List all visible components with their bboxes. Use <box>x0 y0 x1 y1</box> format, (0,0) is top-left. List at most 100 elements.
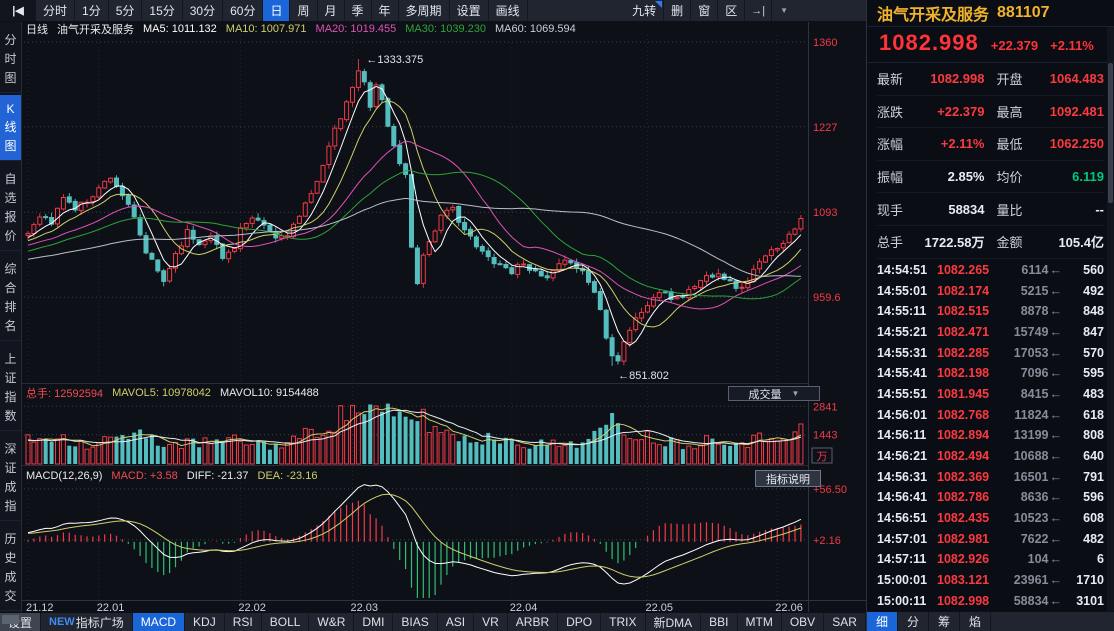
detail-tab[interactable]: 焰 <box>960 612 991 631</box>
indicator-tab[interactable]: MTM <box>738 613 782 631</box>
scrollbar[interactable] <box>1107 27 1114 611</box>
chart-area: 1360 1227 1093 959.6 2841 1443 万 +56.50 +2.16 ←13… <box>22 22 866 612</box>
svg-text:←1333.375: ←1333.375 <box>366 54 423 66</box>
indicator-tab[interactable]: SAR <box>824 613 866 631</box>
period-button[interactable]: 多周期 <box>399 0 450 21</box>
detail-tabs: 细分筹焰 <box>867 611 1114 631</box>
svg-text:959.6: 959.6 <box>813 292 841 304</box>
detail-tab[interactable]: 细 <box>867 612 898 631</box>
trade-count: 6 <box>1097 552 1104 567</box>
sidebar-item[interactable]: 分时图 <box>0 24 21 93</box>
indicator-tab[interactable]: 新DMA <box>646 613 702 631</box>
trade-list[interactable]: 14:54:51 1082.265 6114 ← 560 14:55:01 1082.174… <box>867 259 1114 611</box>
header-item: MA60: 1069.594 <box>495 22 576 35</box>
sidebar-item[interactable]: 综合排名 <box>0 253 21 341</box>
left-arrow-icon: ← <box>1049 262 1063 277</box>
indicator-tab[interactable]: W&R <box>309 613 355 631</box>
quote-row: 现手 58834 量比 -- <box>877 193 1104 226</box>
trade-price: 1082.981 <box>937 531 990 546</box>
indicator-tab[interactable]: KDJ <box>185 613 225 631</box>
trade-row: 14:54:51 1082.265 6114 ← 560 <box>877 260 1104 281</box>
left-arrow-icon: ← <box>1049 283 1063 298</box>
tool-button[interactable]: 窗 <box>691 0 719 21</box>
header-item: MAVOL10: 9154488 <box>219 386 319 399</box>
toolbar-dropdown-icon[interactable]: ▼ <box>780 6 788 15</box>
indicator-tab[interactable]: BBI <box>701 613 738 631</box>
period-button[interactable]: 画线 <box>489 0 528 21</box>
trade-time: 15:00:01 <box>877 572 928 587</box>
tool-button[interactable]: 区 <box>718 0 746 21</box>
trade-volume: 11824 <box>1014 407 1049 422</box>
scrollbar-thumb[interactable] <box>1108 63 1113 203</box>
trade-price: 1082.471 <box>937 324 990 339</box>
indicator-tab[interactable]: ARBR <box>508 613 559 631</box>
period-button[interactable]: 15分 <box>142 0 183 21</box>
trade-volume: 15749 <box>1013 324 1049 339</box>
trade-time: 14:56:01 <box>877 407 928 422</box>
indicator-tab[interactable]: BIAS <box>393 613 438 631</box>
period-button[interactable]: 周 <box>290 0 318 21</box>
trade-row: 14:56:01 1082.768 11824 ← 618 <box>877 404 1104 425</box>
tool-button[interactable]: 删 <box>664 0 692 21</box>
trade-row: 15:00:11 1082.998 58834 ← 3101 <box>877 590 1104 611</box>
period-button[interactable]: 季 <box>345 0 372 21</box>
legend-symbol-name: 油气开采及服务 <box>57 23 134 36</box>
trade-row: 14:56:11 1082.894 13199 ← 808 <box>877 425 1104 446</box>
period-button[interactable]: 设置 <box>450 0 489 21</box>
tool-button[interactable]: 九转 <box>625 0 665 21</box>
detail-tab[interactable]: 分 <box>898 612 929 631</box>
trade-volume: 8415 <box>1020 386 1049 401</box>
quote-label: 现手 <box>877 202 904 218</box>
trade-row: 14:56:41 1082.786 8636 ← 596 <box>877 487 1104 508</box>
quote-label: 最低 <box>996 137 1023 153</box>
svg-text:21.12: 21.12 <box>26 602 54 612</box>
collapse-left-icon[interactable]: |◀ <box>0 0 36 21</box>
period-button[interactable]: 日 <box>263 0 291 21</box>
trade-time: 14:57:01 <box>877 531 928 546</box>
svg-text:+2.16: +2.16 <box>813 535 841 547</box>
indicator-tab[interactable]: OBV <box>782 613 825 631</box>
kline-chart[interactable]: 1360 1227 1093 959.6 2841 1443 万 +56.50 +2.16 ←13… <box>22 22 866 612</box>
indicator-tab[interactable]: TRIX <box>601 613 646 631</box>
indicator-tab[interactable]: NEW 指标广场 <box>41 613 133 631</box>
period-button[interactable]: 5分 <box>109 0 143 21</box>
period-button[interactable]: 30分 <box>183 0 224 21</box>
trade-count: 483 <box>1083 386 1104 401</box>
period-button[interactable]: 1分 <box>75 0 109 21</box>
trade-time: 14:56:11 <box>877 428 927 443</box>
period-button[interactable]: 月 <box>318 0 345 21</box>
trade-row: 14:55:11 1082.515 8878 ← 848 <box>877 301 1104 322</box>
trade-row: 14:55:21 1082.471 15749 ← 847 <box>877 322 1104 343</box>
sidebar-item[interactable]: 深证成指 <box>0 433 21 521</box>
period-button[interactable]: 60分 <box>223 0 264 21</box>
left-arrow-icon: ← <box>1049 510 1063 525</box>
toolbar-spacer <box>528 0 626 21</box>
trade-price: 1082.435 <box>937 510 990 525</box>
trade-time: 14:55:41 <box>877 366 928 381</box>
indicator-tab[interactable]: BOLL <box>262 613 310 631</box>
indicator-tab[interactable]: ASI <box>438 613 475 631</box>
indicator-tab[interactable]: DPO <box>558 613 602 631</box>
indicator-tab[interactable]: VR <box>474 613 508 631</box>
jump-to-latest-icon[interactable]: →| <box>745 0 773 21</box>
quote-grid: 最新 1082.998 开盘 1064.483 涨跌 +22.379 最高 1092.481 涨… <box>867 63 1114 259</box>
indicator-help-button[interactable]: 指标说明 <box>755 470 821 487</box>
indicator-tab[interactable]: DMI <box>354 613 394 631</box>
sidebar-item[interactable]: 上证指数 <box>0 343 21 431</box>
quote-value: 1092.481 <box>1049 103 1104 119</box>
indicator-tab[interactable]: MACD <box>132 613 186 631</box>
trade-volume: 13199 <box>1013 428 1049 443</box>
sidebar-item[interactable]: 历史成交 <box>0 523 21 611</box>
sidebar-item[interactable]: 自选报价 <box>0 163 21 251</box>
period-button[interactable]: 年 <box>372 0 399 21</box>
period-button[interactable]: 分时 <box>36 0 76 21</box>
volume-indicator-dropdown[interactable]: 成交量 ▼ <box>728 386 820 401</box>
detail-tab[interactable]: 筹 <box>929 612 960 631</box>
svg-text:+56.50: +56.50 <box>813 484 847 496</box>
quote-value: 1064.483 <box>1049 71 1104 87</box>
trade-count: 848 <box>1083 304 1104 319</box>
quote-label: 开盘 <box>996 72 1023 88</box>
indicator-tab[interactable]: RSI <box>225 613 262 631</box>
left-arrow-icon: ← <box>1049 593 1063 608</box>
